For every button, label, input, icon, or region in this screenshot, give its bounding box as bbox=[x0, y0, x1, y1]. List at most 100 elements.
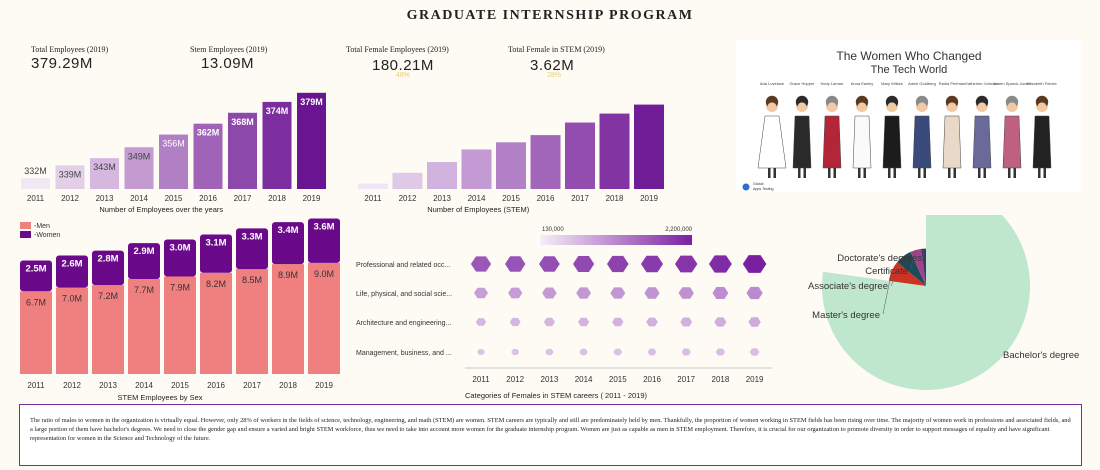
person-face-icon bbox=[977, 102, 987, 112]
men-bar bbox=[20, 291, 52, 374]
stem-x-axis-label: Number of Employees (STEM) bbox=[427, 205, 530, 214]
stem-x-tick: 2016 bbox=[537, 194, 555, 203]
pie-label: Doctorate's degrees bbox=[837, 253, 922, 264]
stem-bar bbox=[565, 122, 595, 189]
heatmap-hexagon bbox=[675, 255, 698, 273]
person-body-icon bbox=[757, 115, 787, 169]
person-body-icon bbox=[972, 115, 992, 169]
heatmap-x-tick: 2015 bbox=[609, 375, 627, 384]
person-body-icon bbox=[792, 115, 812, 169]
heatmap-x-tick: 2011 bbox=[472, 375, 490, 384]
men-data-label: 7.7M bbox=[134, 285, 154, 295]
females-stem-careers-chart: 130,000 2,200,000 Professional and related… bbox=[356, 227, 772, 400]
sex-x-tick: 2012 bbox=[63, 381, 81, 390]
employees-bar bbox=[55, 165, 85, 189]
pie-slice bbox=[921, 248, 926, 286]
heatmap-hexagon bbox=[612, 317, 624, 327]
employees-x-tick: 2015 bbox=[165, 194, 183, 203]
person-leg-icon bbox=[893, 168, 896, 178]
men-data-label: 7.2M bbox=[98, 291, 118, 301]
women-bar bbox=[92, 250, 124, 286]
women-data-label: 3.3M bbox=[241, 231, 262, 242]
poster-title-line2: The Tech World bbox=[871, 64, 948, 76]
stem-bar bbox=[392, 172, 423, 189]
kpi-female-stem-value: 3.62M bbox=[530, 57, 575, 74]
employees-data-label: 349M bbox=[128, 151, 151, 161]
pie-label: Certificate bbox=[865, 266, 908, 277]
stem-x-tick: 2012 bbox=[399, 194, 417, 203]
employees-x-tick: 2019 bbox=[303, 194, 321, 203]
heatmap-hexagon bbox=[712, 287, 729, 299]
men-bar bbox=[308, 262, 340, 374]
heatmap-hexagon bbox=[509, 317, 521, 327]
stem-bar bbox=[634, 104, 664, 189]
poster-person-name: Elizabeth Feinler bbox=[1027, 81, 1057, 86]
heatmap-hexagon bbox=[505, 256, 526, 272]
employees-bar bbox=[297, 92, 326, 189]
men-data-label: 7.0M bbox=[62, 294, 82, 304]
men-data-label: 6.7M bbox=[26, 297, 46, 307]
women-data-label: 3.6M bbox=[313, 221, 334, 232]
brand-logo-icon bbox=[742, 183, 750, 191]
employees-data-label: 343M bbox=[93, 162, 116, 172]
person-face-icon bbox=[767, 102, 777, 112]
heatmap-hexagon bbox=[578, 317, 590, 327]
heatmap-hexagon bbox=[511, 349, 520, 355]
sex-x-tick: 2011 bbox=[27, 381, 45, 390]
person-leg-icon bbox=[768, 168, 771, 178]
heatmap-hexagon bbox=[543, 317, 555, 327]
heatmap-hexagon bbox=[610, 287, 626, 299]
heatmap-hexagon bbox=[613, 348, 623, 356]
person-leg-icon bbox=[1038, 168, 1041, 178]
poster-person-name: Karen Sparck-Jones bbox=[994, 81, 1030, 86]
men-bar bbox=[272, 264, 304, 374]
heatmap-row-label: Management, business, and ... bbox=[356, 350, 452, 357]
person-leg-icon bbox=[978, 168, 981, 178]
employees-data-label: 362M bbox=[197, 128, 220, 138]
person-leg-icon bbox=[953, 168, 956, 178]
heatmap-x-tick: 2019 bbox=[746, 375, 764, 384]
person-face-icon bbox=[797, 102, 807, 112]
stem-bar bbox=[599, 113, 630, 189]
heatmap-hexagon bbox=[539, 256, 560, 272]
person-leg-icon bbox=[833, 168, 836, 178]
kpi-female-employees-value: 180.21M bbox=[372, 57, 434, 74]
kpi-stem-employees-value: 13.09M bbox=[201, 55, 255, 72]
employees-x-tick: 2018 bbox=[268, 194, 286, 203]
heatmap-hexagon bbox=[714, 317, 727, 327]
employees-x-tick: 2011 bbox=[27, 194, 45, 203]
stem-employees-bar-chart: 2011 2012 2013 2014 2015 2016 2017 2018 2019 Numb… bbox=[358, 104, 664, 214]
heatmap-x-tick: 2012 bbox=[506, 375, 524, 384]
stem-x-tick: 2013 bbox=[433, 194, 451, 203]
person-leg-icon bbox=[948, 168, 951, 178]
person-leg-icon bbox=[803, 168, 806, 178]
men-data-label: 8.5M bbox=[242, 275, 262, 285]
sex-x-tick: 2019 bbox=[315, 381, 333, 390]
employees-x-tick: 2012 bbox=[61, 194, 79, 203]
women-bar bbox=[128, 243, 160, 279]
stem-bar bbox=[427, 162, 457, 189]
poster-brand-line2: Apps Testing bbox=[753, 187, 774, 191]
heatmap-hexagon bbox=[646, 317, 658, 327]
heatmap-hexagon bbox=[681, 348, 691, 356]
sex-x-tick: 2014 bbox=[135, 381, 153, 390]
employees-data-label: 339M bbox=[59, 169, 82, 179]
heatmap-hexagon bbox=[748, 317, 761, 327]
person-leg-icon bbox=[918, 168, 921, 178]
employees-x-tick: 2013 bbox=[96, 194, 114, 203]
women-data-label: 3.4M bbox=[277, 225, 298, 236]
employees-x-tick: 2017 bbox=[234, 194, 252, 203]
pie-slice bbox=[897, 251, 926, 286]
women-data-label: 3.1M bbox=[205, 238, 226, 249]
men-data-label: 9.0M bbox=[314, 269, 334, 279]
heatmap-x-tick: 2018 bbox=[712, 375, 730, 384]
employees-bar bbox=[90, 158, 119, 189]
person-leg-icon bbox=[923, 168, 926, 178]
person-leg-icon bbox=[983, 168, 986, 178]
heatmap-hexagon bbox=[680, 317, 693, 327]
women-bar bbox=[308, 218, 340, 263]
person-body-icon bbox=[882, 115, 902, 169]
heatmap-x-tick: 2013 bbox=[541, 375, 559, 384]
women-data-label: 2.9M bbox=[133, 246, 154, 257]
stem-x-tick: 2019 bbox=[640, 194, 658, 203]
